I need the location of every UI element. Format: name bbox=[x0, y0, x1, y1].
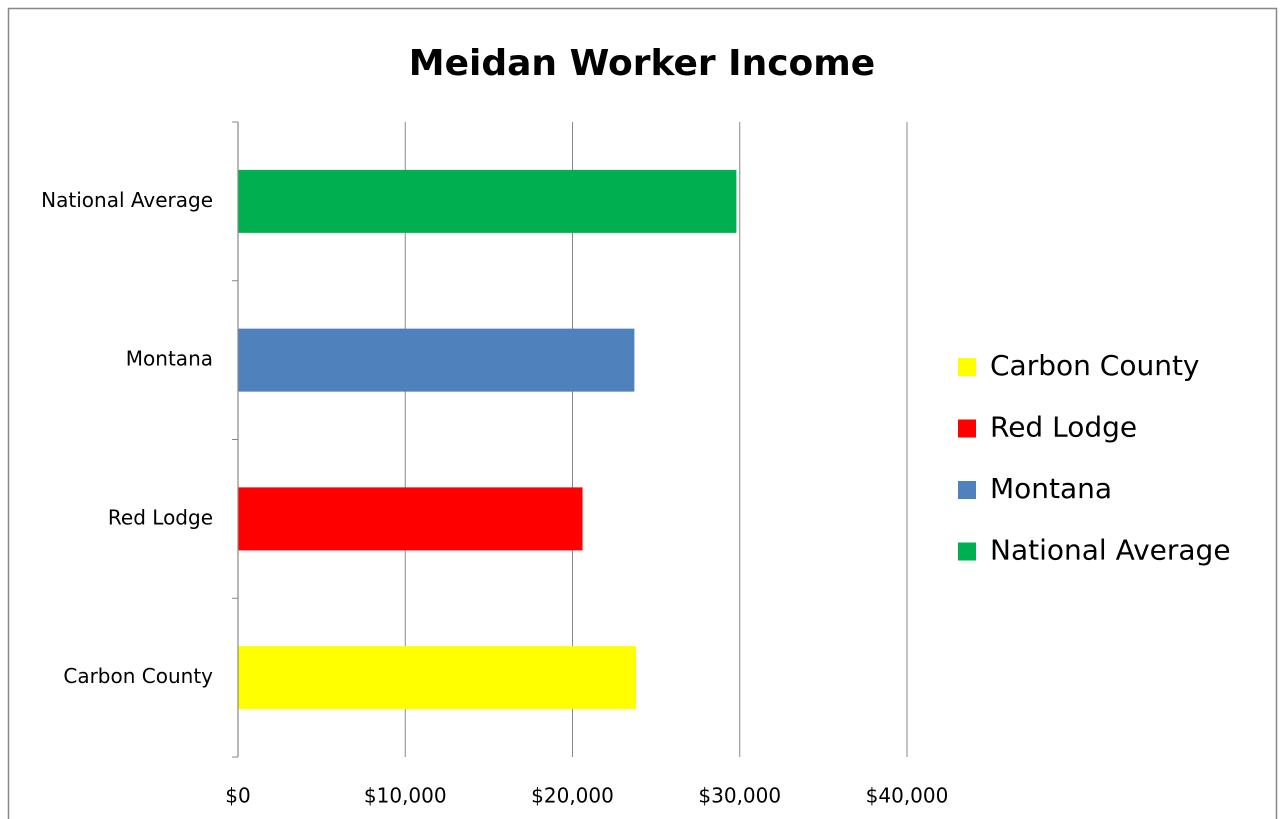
legend-label: Red Lodge bbox=[990, 411, 1137, 444]
bar bbox=[238, 328, 635, 392]
legend-swatch bbox=[958, 358, 976, 376]
legend-swatch bbox=[958, 542, 976, 561]
y-tick-label: Red Lodge bbox=[108, 505, 213, 529]
bar bbox=[238, 487, 583, 551]
legend-swatch bbox=[958, 419, 976, 438]
y-tick-label: Montana bbox=[126, 347, 213, 371]
x-tick-label: $40,000 bbox=[866, 784, 949, 808]
legend-label: Carbon County bbox=[990, 349, 1200, 382]
x-tick-label: $20,000 bbox=[531, 784, 614, 808]
y-tick-label: Carbon County bbox=[63, 664, 213, 688]
chart-title: Meidan Worker Income bbox=[409, 43, 875, 84]
x-tick-label: $10,000 bbox=[364, 784, 447, 808]
legend-label: National Average bbox=[990, 534, 1231, 567]
y-tick-label: National Average bbox=[41, 188, 213, 212]
legend-label: Montana bbox=[990, 472, 1112, 505]
bar bbox=[238, 646, 637, 710]
x-tick-label: $0 bbox=[225, 784, 250, 808]
legend-swatch bbox=[958, 481, 976, 499]
bar bbox=[238, 169, 737, 233]
x-tick-label: $30,000 bbox=[698, 784, 781, 808]
chart-frame bbox=[7, 7, 1278, 819]
